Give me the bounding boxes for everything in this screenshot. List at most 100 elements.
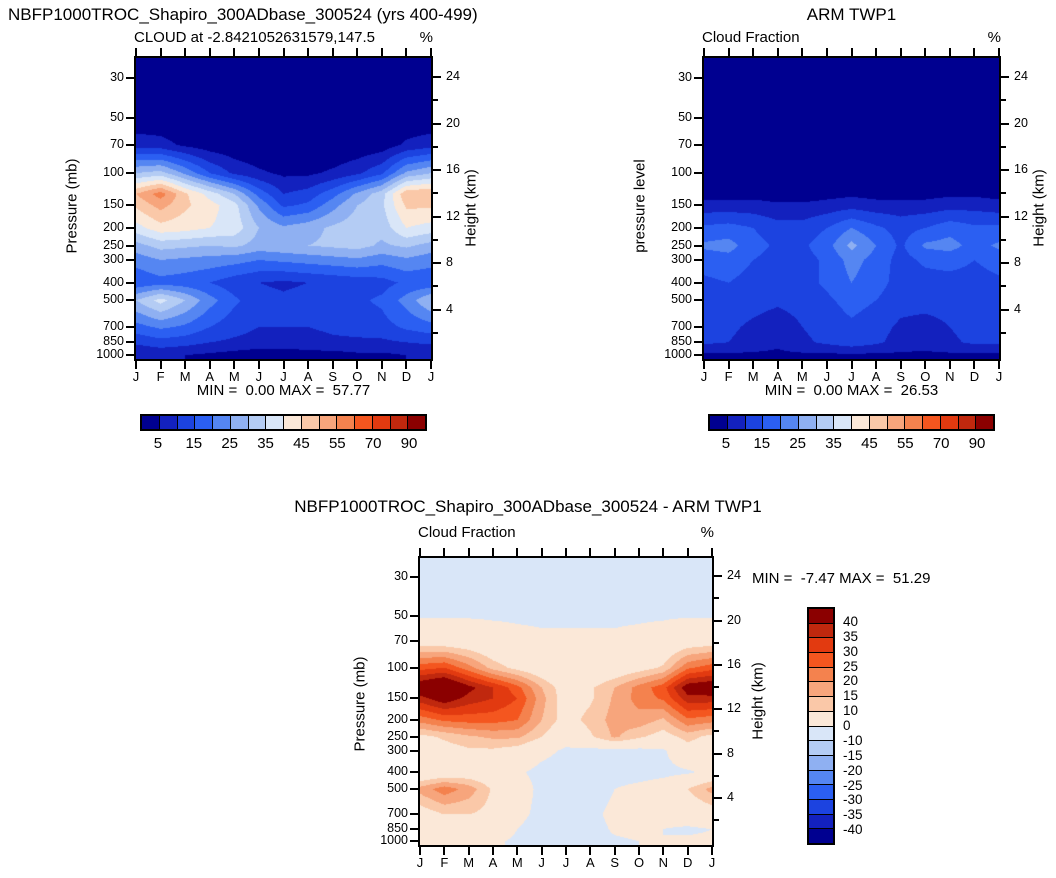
colorbar-cell: [390, 416, 409, 429]
colorbar-cell: [923, 416, 941, 429]
month-label: O: [352, 369, 363, 384]
height-tick-major: [714, 619, 722, 622]
pressure-tick: [694, 143, 702, 146]
colorbar-cell: [809, 770, 833, 786]
obs-figure-title: ARM TWP1: [806, 5, 897, 24]
colorbar-cell: [809, 682, 833, 698]
month-tick-top: [875, 48, 878, 56]
pressure-tick-label: 50: [110, 110, 124, 125]
colorbar-cell: [408, 416, 425, 429]
month-tick-bottom: [257, 361, 260, 369]
height-tick-major: [433, 262, 441, 265]
month-label: A: [871, 369, 881, 384]
colorbar-tick-label: 35: [257, 435, 274, 452]
colorbar-cell: [809, 755, 833, 771]
month-tick-bottom: [430, 361, 432, 369]
colorbar-tick-label: 0: [843, 718, 851, 733]
month-tick-bottom: [924, 361, 927, 369]
month-tick-top: [159, 48, 162, 56]
height-tick-major: [433, 215, 441, 218]
height-tick-label: 24: [727, 568, 741, 583]
height-tick-minor: [433, 192, 438, 195]
colorbar-cell: [798, 416, 817, 429]
height-tick-major: [714, 575, 722, 578]
height-tick-minor: [1001, 331, 1006, 334]
month-tick-bottom: [703, 361, 705, 369]
month-tick-top: [825, 48, 828, 56]
pressure-tick: [694, 76, 702, 79]
pressure-tick: [410, 813, 418, 816]
pressure-tick-label: 150: [387, 690, 408, 705]
pressure-tick: [694, 244, 702, 247]
colorbar-cell: [905, 416, 923, 429]
height-tick-label: 8: [1014, 255, 1021, 270]
height-tick-label: 12: [446, 208, 460, 223]
pressure-tick-label: 400: [103, 274, 124, 289]
month-tick-top: [380, 48, 383, 56]
pressure-tick: [694, 258, 702, 261]
model-plot-frame: [134, 56, 433, 361]
height-tick-major: [1001, 76, 1009, 79]
pressure-tick-label: 100: [671, 165, 692, 180]
month-tick-bottom: [589, 847, 592, 855]
model-unit-label: %: [419, 29, 433, 46]
pressure-tick: [694, 341, 702, 344]
height-tick-minor: [714, 686, 719, 689]
month-label: M: [228, 369, 240, 384]
pressure-tick-label: 50: [678, 110, 692, 125]
colorbar-tick-label: 90: [400, 435, 418, 452]
pressure-tick: [410, 828, 418, 831]
month-tick-bottom: [776, 361, 779, 369]
height-tick-major: [1001, 169, 1009, 172]
month-tick-top: [405, 48, 408, 56]
colorbar-tick-label: -15: [843, 747, 863, 763]
month-tick-top: [492, 548, 494, 556]
month-tick-top: [727, 48, 730, 56]
month-label: O: [633, 855, 645, 870]
diff-plot-subtitle: Cloud Fraction: [418, 524, 516, 541]
pressure-tick: [694, 325, 702, 328]
month-label: M: [179, 369, 191, 384]
month-label: O: [920, 369, 931, 384]
model-colorbar: [140, 414, 427, 431]
pressure-tick-label: 850: [671, 334, 692, 349]
colorbar-tick-label: 35: [843, 628, 859, 644]
colorbar-cell: [809, 814, 833, 830]
month-label: F: [724, 369, 733, 384]
pressure-tick: [694, 172, 702, 175]
height-tick-minor: [1001, 285, 1006, 288]
height-tick-label: 20: [446, 115, 460, 130]
pressure-tick-label: 300: [387, 742, 408, 757]
colorbar-cell: [142, 416, 160, 429]
month-label: A: [205, 369, 215, 384]
height-tick-major: [433, 169, 441, 172]
month-label: S: [896, 369, 905, 384]
colorbar-tick-label: -25: [843, 777, 863, 793]
month-tick-top: [589, 548, 592, 556]
diff-plot-frame: [418, 556, 714, 847]
pressure-tick: [410, 639, 418, 642]
pressure-tick-label: 200: [387, 712, 408, 727]
colorbar-cell: [809, 697, 833, 712]
month-tick-bottom: [899, 361, 902, 369]
month-tick-bottom: [467, 847, 470, 855]
month-tick-top: [924, 48, 927, 56]
pressure-tick-label: 200: [103, 219, 124, 234]
month-tick-top: [430, 48, 432, 56]
colorbar-cell: [763, 416, 781, 429]
colorbar-cell: [809, 653, 833, 668]
month-label: J: [823, 369, 831, 384]
height-tick-minor: [433, 145, 438, 148]
colorbar-tick-label: 20: [843, 673, 859, 689]
month-tick-bottom: [492, 847, 494, 855]
colorbar-cell: [809, 799, 833, 815]
pressure-tick: [410, 840, 418, 843]
colorbar-cell: [852, 416, 870, 429]
month-tick-top: [257, 48, 260, 56]
month-tick-bottom: [825, 361, 828, 369]
pressure-tick: [126, 299, 134, 302]
pressure-tick-label: 400: [387, 764, 408, 779]
month-tick-bottom: [208, 361, 211, 369]
colorbar-cell: [816, 416, 835, 429]
